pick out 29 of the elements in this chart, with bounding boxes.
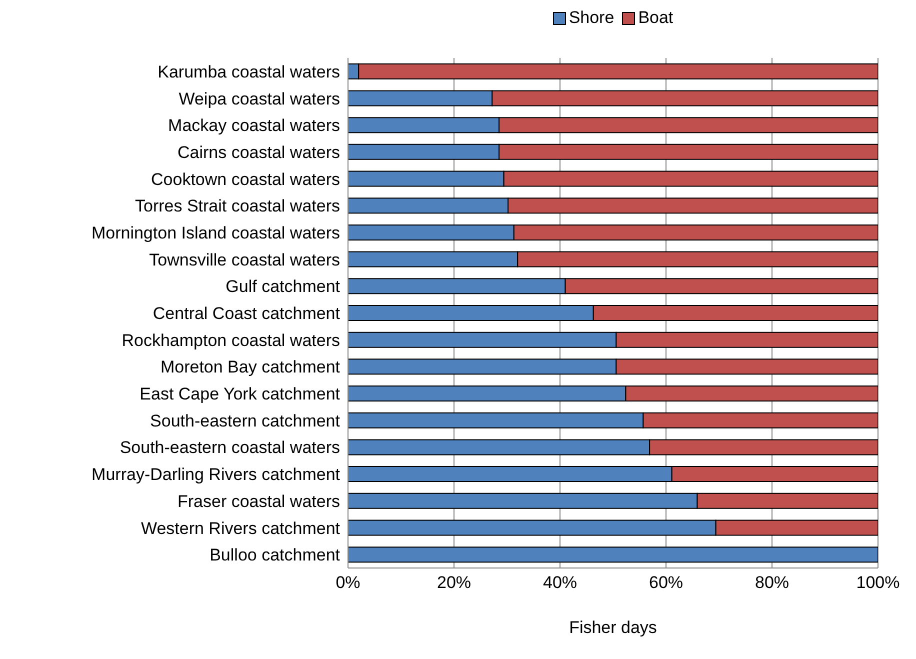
x-tick-label: 0% [336,573,360,592]
x-tick-label: 60% [648,573,684,592]
x-tick-label: 20% [436,573,472,592]
x-tick-label: 80% [754,573,790,592]
x-tick-label: 100% [856,573,900,592]
y-tick-label: Gulf catchment [226,277,340,296]
x-tick-label: 40% [542,573,578,592]
y-tick-label: Torres Strait coastal waters [134,196,340,216]
y-tick-label: Cooktown coastal waters [151,170,340,189]
y-tick-label: South-eastern coastal waters [120,438,340,458]
y-tick-label: East Cape York catchment [140,384,340,404]
y-tick-label: Western Rivers catchment [140,518,340,538]
y-tick-label: Townsville coastal waters [149,250,340,270]
legend-label: Shore [568,8,614,28]
y-tick-label: Mornington Island coastal waters [91,224,340,243]
y-tick-label: Karumba coastal waters [158,62,340,82]
y-tick-label: Murray-Darling Rivers catchment [92,465,340,484]
bar [348,546,878,563]
legend-label: Boat [638,8,674,28]
y-tick-label: Central Coast catchment [152,304,340,324]
y-tick-label: South-eastern catchment [150,411,340,430]
y-tick-label: Mackay coastal waters [168,116,340,136]
y-tick-label: Bulloo catchment [210,546,340,565]
y-tick-label: Weipa coastal waters [178,89,340,108]
y-tick-label: Cairns coastal waters [177,142,340,162]
y-tick-label: Moreton Bay catchment [160,358,340,377]
y-tick-label: Rockhampton coastal waters [122,330,340,350]
x-axis-title: Fisher days [569,618,657,637]
y-tick-label: Fraser coastal waters [178,492,340,511]
